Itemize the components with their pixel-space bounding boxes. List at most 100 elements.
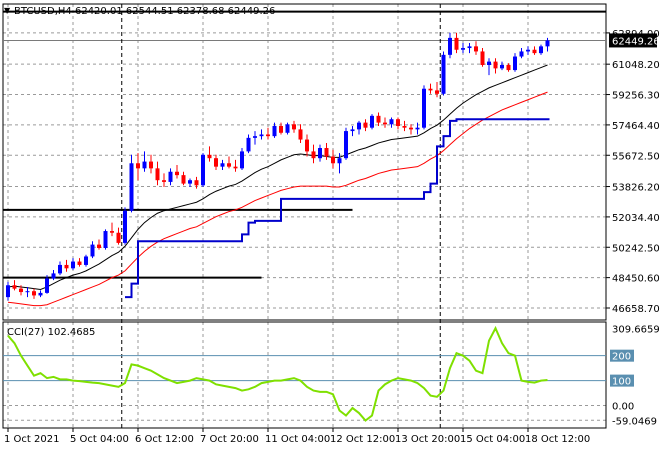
- candle-body: [396, 119, 400, 126]
- candle-body: [110, 231, 114, 233]
- cci-tick-label: 100: [612, 377, 631, 388]
- candle-body: [155, 168, 160, 181]
- cci-axis: 309.6659 200 100 0.00 -59.0469: [610, 324, 660, 427]
- candle-body: [103, 231, 108, 248]
- candle-body: [331, 156, 335, 164]
- candle-body: [123, 210, 127, 243]
- candle-body: [292, 124, 296, 130]
- candle-body: [227, 163, 231, 167]
- candle-body: [363, 122, 368, 128]
- price-tick-label: 52034.40: [612, 213, 660, 224]
- price-tick-label: 61048.20: [612, 60, 660, 71]
- candle-body: [12, 285, 17, 289]
- time-tick-label: 5 Oct 04:00: [70, 434, 129, 445]
- candle-body: [58, 264, 62, 274]
- candle-body: [272, 125, 277, 137]
- candle-body: [194, 180, 199, 186]
- candle-body: [168, 171, 173, 182]
- candle-body: [45, 278, 49, 293]
- time-tick-label: 6 Oct 12:00: [135, 434, 194, 445]
- candle-body: [506, 64, 511, 71]
- candle-body: [318, 148, 322, 159]
- candle-body: [487, 61, 491, 65]
- price-tick-label: 48450.60: [612, 274, 660, 285]
- candle-body: [324, 148, 329, 157]
- time-tick-label: 11 Oct 04:00: [265, 434, 330, 445]
- candle-body: [441, 54, 446, 94]
- candle-body: [240, 151, 244, 169]
- candle-body: [285, 124, 290, 133]
- price-tag-bg: [609, 33, 657, 48]
- candle-body: [6, 285, 10, 298]
- indicator-line-0: [7, 64, 548, 291]
- candle-body: [428, 88, 433, 91]
- candle-body: [116, 232, 121, 243]
- candle-body: [493, 61, 498, 69]
- candle-body: [97, 244, 101, 248]
- chart-frames: [2, 3, 607, 429]
- candle-body: [435, 90, 439, 94]
- symbol-header: ▼ BTCUSD,H4 62420.01 62544.51 62378.68 6…: [4, 6, 275, 17]
- candle-body: [357, 122, 361, 130]
- candle-body: [305, 139, 309, 152]
- candle-body: [181, 175, 186, 184]
- horizontal-levels: [3, 10, 606, 279]
- candle-body: [246, 137, 251, 152]
- cci-tick-label: 309.6659: [612, 324, 660, 335]
- cci-tick-label: 200: [612, 352, 631, 363]
- candle-body: [233, 166, 238, 169]
- candle-body: [526, 49, 530, 52]
- candle-body: [136, 163, 140, 169]
- candle-body: [77, 261, 82, 265]
- candle-body: [545, 40, 550, 47]
- candle-body: [90, 244, 95, 257]
- candle-body: [149, 161, 153, 169]
- price-axis: 62894.0061048.2059256.3057464.4055672.50…: [606, 29, 660, 315]
- candle-body: [188, 180, 192, 184]
- candle-body: [532, 49, 537, 54]
- candle-body: [266, 134, 270, 137]
- candle-body: [207, 154, 212, 159]
- period-separators: [121, 4, 441, 428]
- candle-body: [279, 125, 283, 133]
- symbol-arrow-icon: ▼: [4, 6, 11, 15]
- time-tick-label: 1 Oct 2021: [4, 434, 59, 445]
- candles: [6, 32, 550, 301]
- candle-body: [344, 131, 348, 159]
- candle-body: [175, 171, 179, 176]
- price-tag: 62449.26: [609, 33, 660, 48]
- candle-body: [337, 158, 342, 164]
- candle-body: [214, 158, 218, 167]
- candle-body: [84, 256, 88, 265]
- candle-body: [51, 273, 56, 279]
- price-tick-label: 59256.30: [612, 91, 660, 102]
- candle-body: [311, 151, 316, 159]
- candle-body: [513, 56, 517, 71]
- candle-body: [259, 134, 264, 137]
- cci-line: [7, 325, 548, 422]
- time-tick-label: 7 Oct 20:00: [200, 434, 259, 445]
- cci-tick-label: -59.0469: [612, 416, 657, 427]
- price-tick-label: 50242.50: [612, 243, 660, 254]
- candle-body: [370, 115, 374, 128]
- time-tick-label: 13 Oct 20:00: [395, 434, 460, 445]
- price-panel-frame: [2, 3, 607, 321]
- candle-body: [500, 64, 504, 69]
- candle-body: [383, 122, 387, 125]
- candle-body: [253, 136, 257, 138]
- cci-panel: [3, 325, 606, 422]
- cci-level-tag: [610, 349, 634, 362]
- candle-body: [71, 261, 75, 269]
- candle-body: [539, 46, 543, 54]
- cci-label: CCI(27) 102.4685: [7, 327, 95, 338]
- indicator-line-2: [125, 118, 550, 299]
- current-price-label: 62449.26: [612, 36, 660, 47]
- candle-body: [415, 127, 420, 130]
- candle-body: [422, 88, 426, 128]
- time-tick-label: 18 Oct 12:00: [525, 434, 590, 445]
- candle-body: [38, 292, 43, 296]
- price-tick-label: 57464.40: [612, 121, 660, 132]
- candle-body: [402, 125, 407, 128]
- price-tick-label: 55672.50: [612, 151, 660, 162]
